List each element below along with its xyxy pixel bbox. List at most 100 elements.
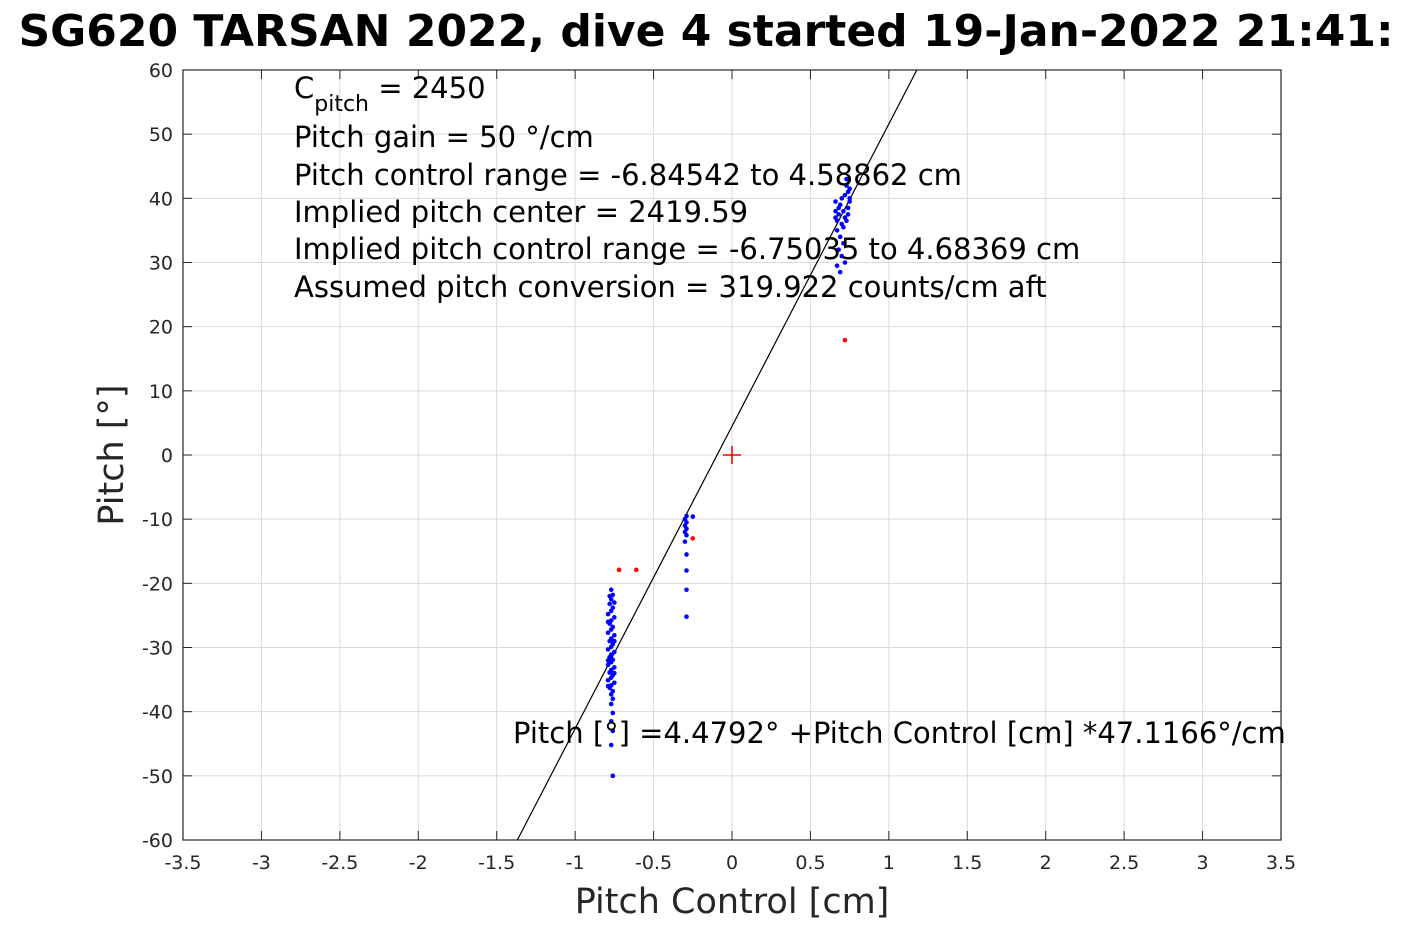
scatter-point [608, 608, 614, 614]
scatter-point [610, 728, 616, 734]
scatter-point [605, 662, 611, 668]
scatter-point [612, 670, 617, 676]
y-tick-label: -20 [142, 573, 173, 595]
scatter-point [605, 630, 611, 636]
scatter-point [605, 619, 611, 625]
cpitch-annotation: Cpitch = 2450 [294, 71, 486, 117]
scatter-point [608, 701, 614, 707]
scatter-point [842, 260, 848, 265]
implied-center-annotation: Implied pitch center = 2419.59 [294, 195, 748, 229]
scatter-point [608, 644, 614, 650]
scatter-point [605, 647, 611, 652]
scatter-point [837, 269, 843, 275]
scatter-point [607, 670, 612, 675]
scatter-point [841, 224, 846, 230]
scatter-point [612, 649, 617, 655]
chart-title: SG620 TARSAN 2022, dive 4 started 19-Jan… [18, 6, 1393, 57]
y-tick-label: -50 [142, 766, 173, 788]
scatter-point [833, 215, 838, 220]
y-tick-label: 40 [149, 188, 173, 210]
x-tick-label: -1 [566, 852, 585, 874]
x-tick-labels: -3.5 -3 -2.5 -2 -1.5 -1 -0.5 0 0.5 1 1.5 2 2.5 3 3.5 [164, 852, 1296, 874]
scatter-point [684, 614, 689, 619]
scatter-point [612, 615, 617, 620]
x-tick-label: 0.5 [795, 852, 825, 874]
scatter-point [607, 638, 612, 644]
scatter-point [608, 627, 614, 632]
x-tick-label: 1.5 [952, 852, 982, 874]
scatter-point [845, 205, 851, 211]
scatter-point [847, 199, 852, 204]
scatter-point [845, 212, 851, 217]
scatter-point [612, 638, 617, 644]
scatter-point [844, 218, 849, 224]
scatter-point [684, 532, 689, 538]
scatter-point [837, 202, 843, 208]
implied-range-annotation: Implied pitch control range = -6.75035 t… [294, 232, 1080, 266]
scatter-point [682, 539, 688, 544]
scatter-point [841, 208, 846, 214]
scatter-point [684, 552, 689, 557]
scatter-point [842, 337, 848, 343]
center-marker-layer [723, 446, 741, 464]
x-tick-label: 2 [1040, 852, 1052, 874]
scatter-point [690, 536, 696, 541]
scatter-point [607, 593, 612, 599]
scatter-point [837, 234, 843, 240]
data-points [605, 176, 852, 779]
y-tick-label: 10 [149, 381, 173, 403]
scatter-point [605, 677, 611, 683]
scatter-point [847, 186, 852, 192]
pitch-gain-annotation: Pitch gain = 50 °/cm [294, 120, 594, 154]
scatter-point [834, 263, 840, 269]
y-tick-labels: -60 -50 -40 -30 -20 -10 0 10 20 30 40 50 60 [142, 60, 173, 852]
scatter-point [842, 192, 848, 198]
scatter-point [608, 692, 614, 697]
scatter-point [634, 567, 639, 573]
scatter-point [833, 199, 838, 204]
y-tick-label: -40 [142, 702, 173, 724]
scatter-point [836, 212, 841, 217]
control-range-annotation: Pitch control range = -6.84542 to 4.5886… [294, 158, 962, 192]
scatter-point [605, 611, 611, 617]
x-tick-label: 2.5 [1109, 852, 1139, 874]
scatter-point [834, 228, 840, 233]
scatter-point [847, 196, 852, 201]
y-tick-label: -30 [142, 638, 173, 660]
scatter-point [605, 683, 611, 689]
scatter-point [836, 247, 841, 252]
scatter-point [610, 773, 616, 779]
cpitch-subscript: pitch [314, 92, 369, 117]
y-tick-label: -10 [142, 509, 173, 531]
scatter-point [608, 742, 614, 748]
x-axis-label: Pitch Control [cm] [575, 882, 890, 922]
scatter-point [833, 208, 838, 214]
scatter-point [605, 658, 611, 663]
cpitch-value: = 2450 [369, 71, 486, 105]
y-tick-label: 30 [149, 253, 173, 275]
x-tick-label: -3.5 [164, 852, 201, 874]
scatter-point [608, 718, 614, 724]
cpitch-base: C [294, 71, 314, 105]
x-tick-label: -3 [252, 852, 271, 874]
y-axis-label: Pitch [°] [92, 384, 132, 525]
scatter-point [844, 176, 849, 182]
x-tick-label: -1.5 [478, 852, 515, 874]
scatter-point [690, 514, 696, 519]
fit-equation-annotation: Pitch [°] =4.4792° +Pitch Control [cm] *… [513, 716, 1286, 750]
scatter-point [612, 600, 617, 605]
axes-frame [182, 69, 1282, 841]
scatter-point [684, 568, 689, 573]
x-tick-label: -2 [409, 852, 428, 874]
x-tick-label: -2.5 [321, 852, 358, 874]
x-tick-label: -0.5 [635, 852, 672, 874]
scatter-point [841, 240, 846, 246]
scatter-point [608, 587, 614, 593]
y-tick-label: 0 [161, 445, 173, 467]
scatter-point [839, 253, 845, 259]
y-tick-label: 20 [149, 317, 173, 339]
x-tick-label: 1 [883, 852, 895, 874]
scatter-point [610, 696, 616, 702]
